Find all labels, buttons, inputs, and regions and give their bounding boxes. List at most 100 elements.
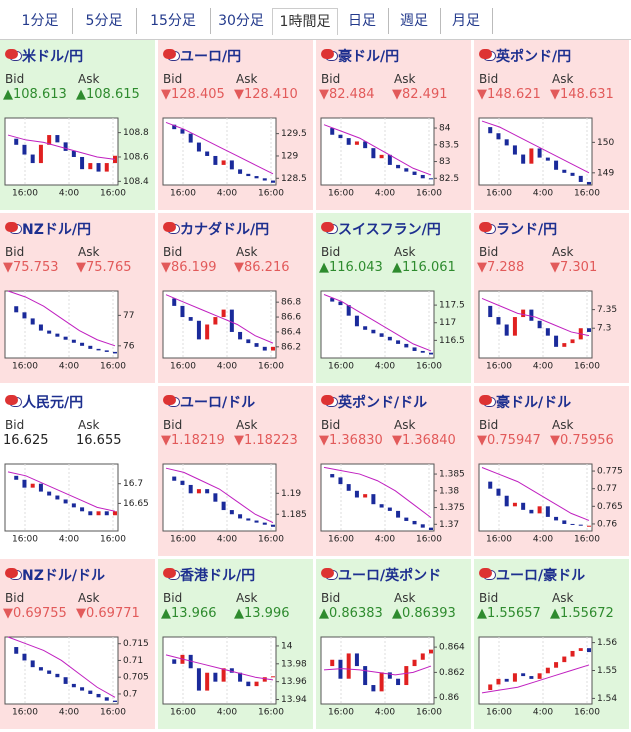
flag-icon (163, 222, 176, 232)
tab[interactable]: 1分足 (8, 8, 73, 34)
rate-card[interactable]: NZドル/ドル Bid Ask ▼0.69755 ▼0.69771 0.7 0.705 0.7… (0, 559, 156, 730)
candle (22, 312, 27, 319)
candle (113, 511, 117, 516)
x-tick-label: 16:00 (170, 535, 196, 545)
rate-card[interactable]: スイスフラン/円 Bid Ask ▲116.043 ▲116.061 116.5 117 11… (316, 213, 472, 384)
candle (88, 345, 93, 349)
rate-card[interactable]: 米ドル/円 Bid Ask ▲108.613 ▲108.615 108.4 108.6 108… (0, 40, 156, 211)
mini-chart: 149 150 16:00 4:00 16:00 (478, 117, 614, 199)
rate-card[interactable]: 香港ドル/円 Bid Ask ▲13.966 ▲13.996 13.94 13.96 13.9… (158, 559, 314, 730)
moving-average (165, 121, 274, 175)
candle (71, 339, 76, 343)
candle (363, 666, 368, 686)
y-tick-label: 150 (597, 138, 614, 148)
rate-card[interactable]: ランド/円 Bid Ask ▼7.288 ▼7.301 7.3 7.35 16:00 4:00 1… (474, 213, 630, 384)
x-tick-label: 16:00 (486, 189, 512, 199)
rate-card[interactable]: カナダドル/円 Bid Ask ▼86.199 ▼86.216 86.2 86.4 86.6 8… (158, 213, 314, 384)
candle (412, 347, 417, 351)
rate-card[interactable]: ユーロ/円 Bid Ask ▼128.405 ▼128.410 128.5 129 129.5… (158, 40, 314, 211)
candle (246, 173, 251, 177)
pair-title: ユーロ/ドル (180, 395, 256, 411)
pair-title: スイスフラン/円 (338, 222, 441, 238)
rate-card[interactable]: ユーロ/ドル Bid Ask ▼1.18219 ▼1.18223 1.185 1.19 16:… (158, 386, 314, 557)
mini-chart: 82.5 83 83.5 84 16:00 4:00 16:00 (320, 117, 459, 199)
rate-card[interactable]: 豪ドル/ドル Bid Ask ▼0.75947 ▼0.75956 0.76 0.765 0.7… (474, 386, 630, 557)
candle (205, 672, 210, 691)
chart-frame (478, 290, 593, 359)
x-tick-label: 4:00 (375, 535, 395, 545)
candle (271, 346, 275, 351)
candle (578, 648, 583, 651)
candle (562, 169, 567, 173)
x-tick-label: 16:00 (574, 362, 600, 372)
candle (412, 520, 417, 525)
bid-label: Bid (163, 418, 183, 432)
tab[interactable]: 1時間足 (272, 8, 338, 35)
tab[interactable]: 月足 (440, 8, 493, 34)
y-tick-label: 129 (281, 151, 298, 161)
mini-chart: 16.65 16.7 16:00 4:00 16:00 (4, 463, 149, 545)
mini-chart: 1.54 1.55 1.56 16:00 4:00 16:00 (478, 636, 617, 718)
candle (346, 305, 351, 316)
chart-frame (320, 463, 435, 532)
rate-card[interactable]: 人民元/円 Bid Ask 16.625 16.655 16.65 16.7 16:00 4:0… (0, 386, 156, 557)
x-tick-label: 16:00 (12, 362, 38, 372)
candle (387, 672, 392, 679)
candle (180, 305, 185, 318)
tab[interactable]: 5分足 (72, 8, 137, 34)
bid-value: ▲116.043 (319, 260, 383, 275)
candle (570, 523, 575, 525)
ask-value: ▲0.86393 (392, 606, 456, 621)
rate-card[interactable]: 英ポンド/円 Bid Ask ▼148.621 ▼148.631 149 150 16:00 4… (474, 40, 630, 211)
chart-frame (478, 463, 593, 532)
rate-card[interactable]: 英ポンド/ドル Bid Ask ▼1.36830 ▼1.36840 1.37 1.375 1.… (316, 386, 472, 557)
mini-chart: 86.2 86.4 86.6 86.8 16:00 4:00 16:00 (162, 290, 301, 372)
ask-value: ▼0.75956 (550, 433, 614, 448)
y-tick-label: 1.54 (597, 694, 617, 704)
rate-card[interactable]: NZドル/円 Bid Ask ▼75.753 ▼75.765 76 77 16:00 4:00 1… (0, 213, 156, 384)
ask-label: Ask (236, 591, 258, 605)
moving-average (165, 294, 274, 344)
x-tick-label: 16:00 (12, 189, 38, 199)
y-tick-label: 14 (281, 641, 293, 651)
candle (554, 335, 559, 347)
rate-card[interactable]: 豪ドル/円 Bid Ask ▼82.484 ▼82.491 82.5 83 83.5 84 16:… (316, 40, 472, 211)
x-tick-label: 4:00 (217, 535, 237, 545)
mini-chart: 116.5 117 117.5 16:00 4:00 16:00 (320, 290, 465, 372)
candle (412, 659, 417, 667)
candle (96, 163, 101, 172)
candle (104, 350, 109, 352)
y-tick-label: 117 (439, 318, 456, 328)
flag-icon (479, 49, 492, 59)
candle (562, 520, 567, 524)
candle (96, 348, 101, 351)
candle (238, 514, 243, 519)
candle (346, 138, 351, 145)
candle (22, 144, 27, 155)
tab[interactable]: 15分足 (136, 8, 211, 34)
tab[interactable]: 週足 (388, 8, 441, 34)
candle (238, 331, 243, 340)
x-tick-label: 16:00 (328, 535, 354, 545)
chart-frame (320, 290, 435, 359)
ask-label: Ask (78, 245, 100, 259)
candle (254, 681, 259, 687)
ask-value: ▲108.615 (76, 87, 140, 102)
y-tick-label: 16.7 (123, 479, 143, 489)
tab[interactable]: 日足 (336, 8, 389, 34)
pair-title: ユーロ/英ポンド (338, 568, 442, 584)
candle (205, 324, 210, 340)
y-tick-label: 83.5 (439, 140, 459, 150)
bid-value: ▲1.55657 (477, 606, 541, 621)
rate-card[interactable]: ユーロ/英ポンド Bid Ask ▲0.86383 ▲0.86393 0.86 0.862 0… (316, 559, 472, 730)
candle (188, 484, 193, 494)
flag-icon (321, 395, 334, 405)
candle (504, 495, 509, 507)
candle (55, 135, 60, 143)
tab[interactable]: 30分足 (210, 8, 273, 34)
rate-card[interactable]: ユーロ/豪ドル Bid Ask ▲1.55657 ▲1.55672 1.54 1.55 1.5… (474, 559, 630, 730)
ask-value: ▼1.18223 (234, 433, 298, 448)
chart-frame (162, 463, 277, 532)
bid-label: Bid (5, 591, 25, 605)
x-tick-label: 4:00 (217, 189, 237, 199)
